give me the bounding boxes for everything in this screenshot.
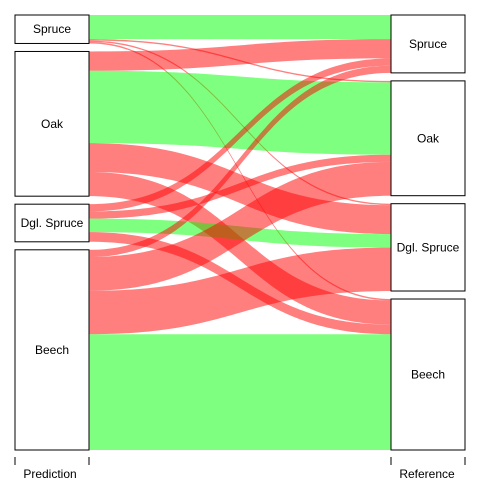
flow-beech-to-dgl-spruce [89,247,391,335]
prediction-stratum-label-oak: Oak [41,117,64,131]
reference-axis-label: Reference [399,467,455,480]
flows-layer [89,15,391,450]
reference-stratum-label-spruce: Spruce [409,37,447,51]
flow-spruce-to-spruce [89,15,391,40]
flow-oak-to-spruce [89,39,391,71]
prediction-stratum-label-dgl-spruce: Dgl. Spruce [21,216,84,230]
prediction-stratum-oak [14,50,90,197]
prediction-stratum-spruce [14,14,90,44]
reference-stratum-oak [390,80,466,197]
flow-spruce-to-beech [89,42,391,301]
prediction-stratum-beech [14,249,90,451]
reference-stratum-label-oak: Oak [417,131,440,145]
flow-dgl-spruce-to-spruce [89,58,391,212]
flow-beech-to-spruce [89,65,391,258]
strata-layer: Spruce Oak Dgl. Spruce Beech Spruce Oak Dgl. S… [14,14,466,451]
flow-oak-to-beech [89,172,391,325]
reference-stratum-label-beech: Beech [411,368,445,382]
flow-dgl-spruce-to-oak [89,154,391,219]
reference-stratum-label-dgl-spruce: Dgl. Spruce [397,240,460,254]
reference-stratum-spruce [390,14,466,74]
flow-beech-to-oak [89,161,391,291]
reference-stratum-dgl-spruce [390,203,466,292]
reference-stratum-beech [390,298,466,451]
prediction-axis-label: Prediction [23,467,76,480]
prediction-stratum-dgl-spruce [14,203,90,243]
prediction-stratum-label-beech: Beech [35,343,69,357]
prediction-stratum-label-spruce: Spruce [33,22,71,36]
axes-layer: Prediction Reference [14,457,466,480]
flow-oak-to-oak [89,70,391,155]
flow-beech-to-beech [89,334,391,450]
